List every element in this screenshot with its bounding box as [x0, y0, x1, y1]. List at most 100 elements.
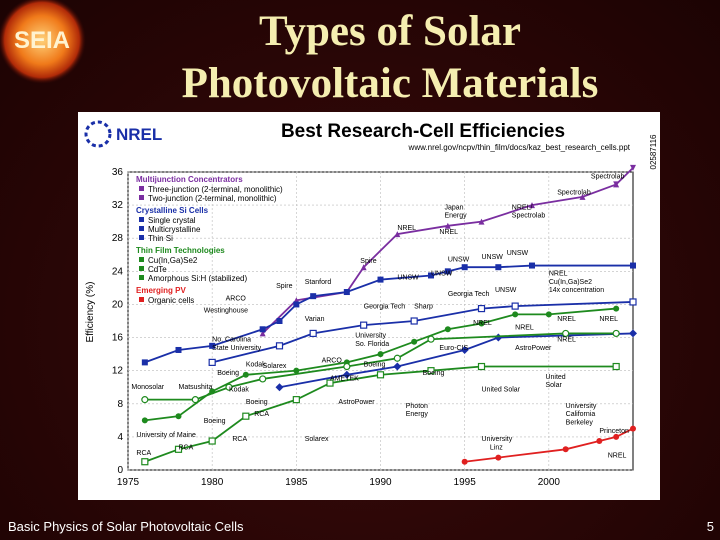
legend-swatch [139, 217, 144, 222]
data-point [141, 458, 149, 466]
series-line [144, 365, 617, 463]
data-point [612, 362, 620, 371]
data-label: University [566, 403, 597, 410]
data-point [175, 413, 182, 420]
data-point [293, 301, 300, 308]
data-label: Spire [276, 283, 292, 290]
data-label: 14x concentration [549, 287, 604, 294]
data-point [275, 383, 284, 392]
data-label: Boeing [217, 370, 239, 377]
chart-url: www.nrel.gov/ncpv/thin_film/docs/kaz_bes… [408, 143, 631, 152]
data-label: Kodak [229, 386, 249, 393]
data-point [478, 218, 485, 225]
data-label: NREL/ [512, 204, 533, 211]
legend-heading: Crystalline Si Cells [136, 206, 209, 215]
data-label: University [482, 436, 513, 443]
data-label: Boeing [423, 370, 445, 377]
data-point [495, 454, 502, 461]
data-point [529, 202, 535, 209]
data-point [377, 351, 384, 358]
data-label: University [355, 333, 386, 340]
data-point [629, 298, 637, 306]
y-tick-label: 16 [112, 333, 124, 344]
data-label: NREL [473, 320, 492, 327]
data-point [427, 367, 435, 375]
series-line [262, 183, 617, 335]
data-label: Kodak [246, 362, 266, 369]
legend-entry: Two-junction (2-terminal, monolithic) [148, 194, 277, 203]
data-label: United Solar [482, 386, 521, 393]
data-label: AMETEK [330, 376, 359, 383]
data-point [444, 222, 451, 229]
data-point [259, 326, 266, 333]
data-label: Solar [545, 382, 562, 389]
data-label: NREL [557, 337, 576, 344]
legend-swatch [139, 235, 144, 240]
data-label: Japan [444, 204, 463, 211]
legend-swatch [139, 195, 144, 200]
data-label: Boeing [204, 418, 226, 425]
slide-title-line-2: Photovoltaic Materials [181, 60, 599, 107]
data-point [141, 359, 148, 366]
data-point [141, 417, 148, 424]
data-point [461, 458, 468, 465]
data-point [191, 396, 199, 404]
data-label: Georgia Tech [448, 291, 490, 298]
data-label: Solarex [305, 436, 329, 443]
y-axis-label: Efficiency (%) [85, 282, 96, 343]
data-point [477, 362, 486, 371]
x-tick-label: 1985 [285, 477, 308, 488]
data-point [394, 231, 401, 238]
data-point [259, 330, 266, 337]
chart-side-code: 02587116 [649, 134, 658, 170]
data-label: RCA [232, 436, 247, 443]
data-label: Linz [490, 444, 503, 451]
data-point [242, 412, 250, 420]
series-line [211, 301, 634, 364]
data-label: NREL [599, 316, 618, 323]
plot-area: 0 4 8 12 16 20 24 28 32 36 1975 1980 1985 1990 1995 200… [112, 164, 637, 488]
data-point [613, 181, 620, 188]
data-point [209, 342, 216, 349]
data-label: Spectrolab [557, 189, 591, 196]
data-point [512, 311, 519, 318]
data-label: UNSW [448, 256, 470, 263]
data-label: Stanford [305, 279, 332, 286]
data-label: NREL [515, 324, 534, 331]
data-point [613, 433, 620, 440]
data-label: NREL [439, 229, 458, 236]
legend-swatch [139, 266, 144, 271]
data-label: Georgia Tech [364, 304, 406, 311]
legend-entry: Three-junction (2-terminal, monolithic) [148, 185, 283, 194]
legend-heading: Emerging PV [136, 286, 186, 295]
data-point [579, 193, 586, 200]
data-label: RCA [136, 450, 151, 457]
data-point [428, 272, 434, 279]
data-label: Energy [406, 411, 429, 418]
y-tick-label: 20 [112, 299, 124, 310]
legend-swatch [139, 257, 144, 262]
data-label: University of Maine [136, 432, 196, 439]
data-point [377, 276, 384, 283]
data-point [411, 338, 418, 345]
data-point [276, 318, 283, 324]
data-point [460, 345, 469, 354]
data-label: Solarex [263, 363, 287, 370]
legend-swatch [139, 186, 144, 191]
data-point [478, 320, 485, 327]
data-label: United [545, 374, 565, 381]
data-point [174, 445, 183, 453]
data-point [310, 293, 317, 300]
data-point [511, 302, 519, 310]
data-label: UNSW [397, 275, 419, 282]
data-label: Berkeley [566, 419, 594, 426]
y-tick-label: 8 [117, 399, 123, 410]
data-point [242, 371, 249, 378]
data-label: Cu(In,Ga)Se2 [549, 279, 592, 286]
data-label: Energy [444, 213, 467, 220]
data-point [376, 371, 385, 379]
data-label: AstroPower [338, 399, 375, 406]
data-label: NREL [397, 225, 416, 232]
slide-title-line-1: Types of Solar [259, 8, 521, 55]
data-label: Princeton [599, 428, 629, 435]
